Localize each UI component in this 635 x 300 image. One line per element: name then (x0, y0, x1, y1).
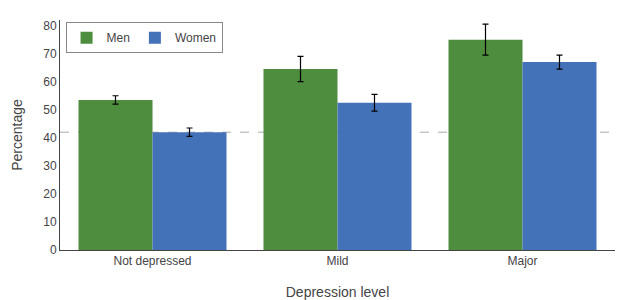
svg-text:70: 70 (43, 47, 57, 61)
svg-text:Percentage: Percentage (9, 99, 25, 171)
svg-text:Depression level: Depression level (286, 284, 390, 300)
svg-text:80: 80 (43, 19, 57, 33)
svg-text:Mild: Mild (326, 254, 348, 268)
svg-text:Major: Major (507, 254, 537, 268)
svg-text:20: 20 (43, 187, 57, 201)
svg-text:Men: Men (107, 31, 130, 45)
svg-text:60: 60 (43, 75, 57, 89)
svg-text:10: 10 (43, 215, 57, 229)
svg-text:0: 0 (50, 243, 57, 257)
svg-text:Women: Women (175, 31, 216, 45)
svg-text:30: 30 (43, 159, 57, 173)
svg-text:40: 40 (43, 131, 57, 145)
svg-text:50: 50 (43, 103, 57, 117)
svg-text:Not depressed: Not depressed (113, 254, 191, 268)
